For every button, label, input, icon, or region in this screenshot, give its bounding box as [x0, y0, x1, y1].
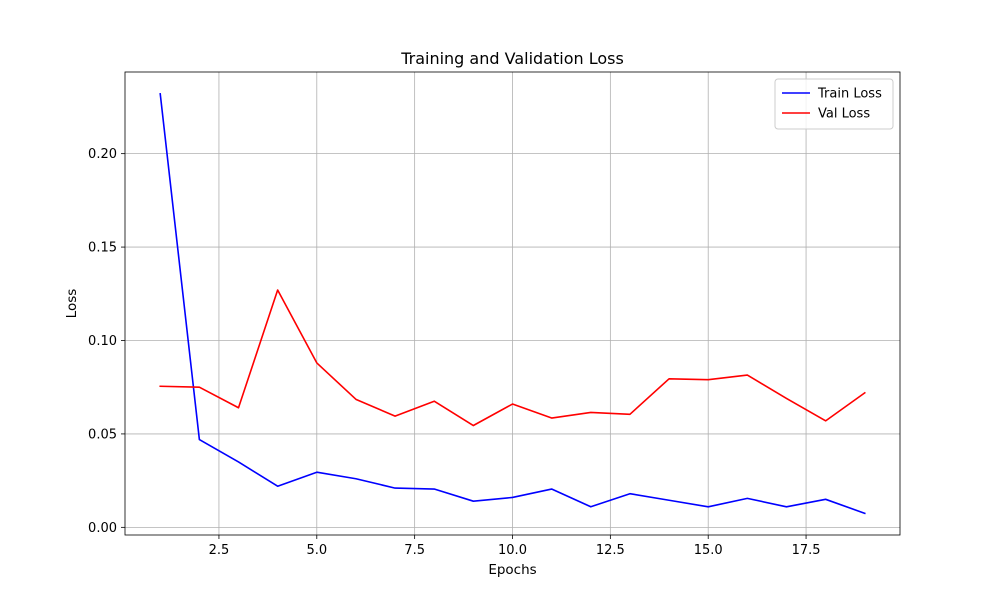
x-tick-label: 17.5: [792, 543, 821, 558]
y-tick-label: 0.15: [88, 241, 117, 256]
x-tick-label: 15.0: [694, 543, 723, 558]
y-tick-label: 0.10: [88, 334, 117, 349]
chart-title: Training and Validation Loss: [400, 49, 624, 68]
legend-entry-label: Val Loss: [818, 107, 870, 122]
series-lines: [159, 92, 866, 515]
series-line-val-loss: [159, 289, 866, 427]
x-tick-label: 12.5: [596, 543, 625, 558]
axis-ticks: 2.5 5.0 7.5 10.0 12.5 15.0 17.5 0.00 0.05 0.10 0.1…: [88, 147, 820, 558]
y-tick-label: 0.20: [88, 147, 117, 162]
y-axis-label: Loss: [64, 289, 80, 319]
legend-box: [774, 78, 894, 130]
x-tick-label: 5.0: [306, 543, 327, 558]
x-tick-label: 2.5: [209, 543, 230, 558]
grid-lines: [125, 72, 900, 535]
legend: Train Loss Val Loss: [774, 78, 894, 130]
legend-entry-label: Train Loss: [817, 87, 882, 102]
x-axis-label: Epochs: [488, 562, 536, 578]
series-line-train-loss: [159, 92, 866, 515]
x-tick-label: 7.5: [404, 543, 425, 558]
x-tick-label: 10.0: [498, 543, 527, 558]
y-tick-label: 0.00: [88, 521, 117, 536]
y-tick-label: 0.05: [88, 427, 117, 442]
